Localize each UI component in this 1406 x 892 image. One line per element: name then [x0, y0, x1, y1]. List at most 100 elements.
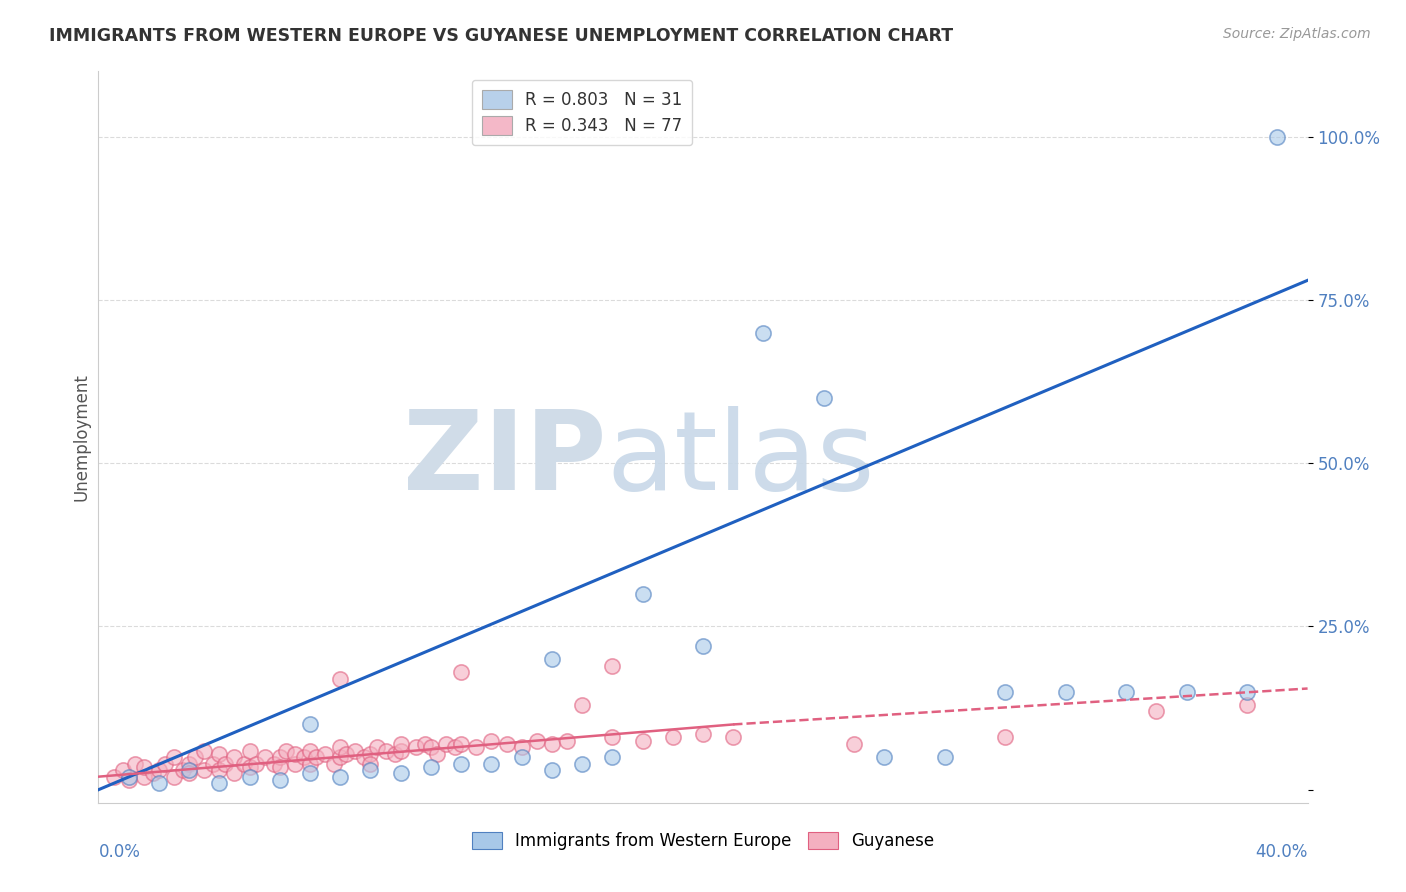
Point: [208, 776, 231, 790]
Point: [179, 763, 201, 777]
Point: [450, 756, 472, 771]
Point: [450, 665, 472, 680]
Point: [526, 733, 548, 747]
Y-axis label: Unemployment: Unemployment: [72, 373, 90, 501]
Point: [510, 740, 533, 755]
Point: [495, 737, 517, 751]
Point: [193, 763, 215, 777]
Point: [269, 760, 291, 774]
Point: [692, 727, 714, 741]
Point: [723, 731, 745, 745]
Point: [1144, 705, 1167, 719]
Point: [148, 763, 170, 777]
Point: [510, 750, 533, 764]
Point: [366, 740, 388, 755]
Point: [374, 743, 396, 757]
Point: [239, 760, 262, 774]
Point: [444, 740, 467, 755]
Point: [245, 756, 267, 771]
Point: [214, 756, 236, 771]
Point: [994, 685, 1017, 699]
Point: [360, 756, 382, 771]
Point: [124, 756, 146, 771]
Point: [153, 756, 176, 771]
Point: [132, 770, 155, 784]
Point: [335, 747, 357, 761]
Point: [208, 747, 231, 761]
Point: [329, 770, 352, 784]
Point: [148, 776, 170, 790]
Point: [360, 763, 382, 777]
Point: [329, 740, 352, 755]
Point: [274, 743, 297, 757]
Point: [142, 766, 165, 780]
Point: [434, 737, 457, 751]
Point: [202, 756, 225, 771]
Point: [1115, 685, 1137, 699]
Text: atlas: atlas: [606, 406, 875, 513]
Point: [179, 766, 201, 780]
Point: [269, 750, 291, 764]
Text: ZIP: ZIP: [404, 406, 606, 513]
Point: [420, 740, 443, 755]
Point: [263, 756, 285, 771]
Point: [208, 763, 231, 777]
Point: [813, 391, 835, 405]
Point: [481, 756, 503, 771]
Point: [1236, 685, 1258, 699]
Point: [193, 743, 215, 757]
Legend: Immigrants from Western Europe, Guyanese: Immigrants from Western Europe, Guyanese: [465, 825, 941, 856]
Point: [389, 743, 412, 757]
Point: [540, 763, 562, 777]
Point: [314, 747, 336, 761]
Point: [163, 750, 186, 764]
Point: [184, 750, 207, 764]
Text: 0.0%: 0.0%: [98, 843, 141, 861]
Point: [465, 740, 488, 755]
Point: [344, 743, 367, 757]
Point: [1054, 685, 1077, 699]
Point: [232, 756, 254, 771]
Point: [389, 766, 412, 780]
Point: [224, 766, 246, 780]
Point: [239, 770, 262, 784]
Point: [602, 750, 624, 764]
Point: [571, 698, 593, 712]
Point: [172, 763, 194, 777]
Point: [555, 733, 578, 747]
Point: [118, 772, 141, 787]
Point: [103, 770, 125, 784]
Point: [602, 731, 624, 745]
Point: [360, 747, 382, 761]
Point: [405, 740, 427, 755]
Point: [269, 772, 291, 787]
Point: [413, 737, 436, 751]
Point: [323, 756, 346, 771]
Point: [239, 743, 262, 757]
Point: [305, 750, 328, 764]
Point: [284, 747, 307, 761]
Point: [692, 639, 714, 653]
Point: [631, 587, 654, 601]
Point: [450, 737, 472, 751]
Point: [132, 760, 155, 774]
Point: [179, 756, 201, 771]
Point: [540, 652, 562, 666]
Point: [253, 750, 276, 764]
Point: [426, 747, 449, 761]
Point: [299, 743, 322, 757]
Point: [631, 733, 654, 747]
Point: [292, 750, 315, 764]
Point: [1236, 698, 1258, 712]
Point: [934, 750, 956, 764]
Point: [844, 737, 866, 751]
Point: [481, 733, 503, 747]
Point: [1267, 129, 1289, 144]
Point: [571, 756, 593, 771]
Text: 40.0%: 40.0%: [1256, 843, 1308, 861]
Text: Source: ZipAtlas.com: Source: ZipAtlas.com: [1223, 27, 1371, 41]
Point: [602, 658, 624, 673]
Text: IMMIGRANTS FROM WESTERN EUROPE VS GUYANESE UNEMPLOYMENT CORRELATION CHART: IMMIGRANTS FROM WESTERN EUROPE VS GUYANE…: [49, 27, 953, 45]
Point: [353, 750, 375, 764]
Point: [752, 326, 775, 340]
